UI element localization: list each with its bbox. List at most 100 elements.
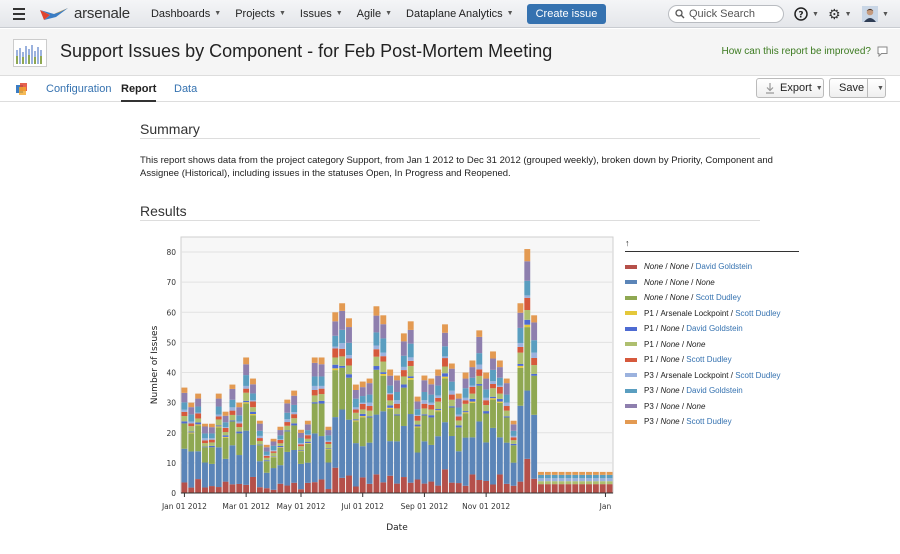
legend-separator: / xyxy=(679,324,687,334)
bar-segment xyxy=(544,474,551,479)
nav-dashboards[interactable]: Dashboards ▼ xyxy=(144,0,228,28)
legend-priority: P3 xyxy=(644,401,654,411)
bar-segment xyxy=(298,446,304,450)
bar-segment xyxy=(339,329,346,344)
bar-segment xyxy=(483,400,490,406)
bar-segment xyxy=(373,369,380,415)
menu-icon[interactable] xyxy=(0,0,38,28)
legend-item[interactable]: None / None / None xyxy=(625,275,800,291)
bar-segment xyxy=(490,484,496,493)
bar-segment xyxy=(346,318,352,328)
tab-data[interactable]: Data xyxy=(174,83,198,95)
legend-item[interactable]: P3 / None / David Goldstein xyxy=(625,383,800,399)
bar-segment xyxy=(428,402,435,405)
bar-segment xyxy=(202,438,208,441)
logo[interactable]: arsenale xyxy=(38,5,130,22)
legend-item[interactable]: None / None / David Goldstein xyxy=(625,259,800,275)
bar-segment xyxy=(483,413,490,443)
bar-segment xyxy=(215,487,222,493)
legend-assignee[interactable]: Scott Dudley xyxy=(735,370,781,380)
bar-segment xyxy=(208,447,215,464)
legend-item[interactable]: P3 / Arsenale Lockpoint / Scott Dudley xyxy=(625,368,800,384)
legend-assignee[interactable]: Scott Dudley xyxy=(686,417,732,427)
bar-segment xyxy=(387,385,394,393)
bar-segment xyxy=(352,421,359,444)
sort-up-icon[interactable]: ↑ xyxy=(625,238,630,248)
bar-segment xyxy=(359,416,366,418)
bar-segment xyxy=(325,449,332,463)
bar-segment xyxy=(263,451,270,455)
legend-assignee[interactable]: David Goldstein xyxy=(686,324,743,334)
legend-separator: / xyxy=(688,277,696,287)
bar-segment xyxy=(448,381,455,391)
bar-segment xyxy=(277,439,284,440)
legend-assignee[interactable]: Scott Dudley xyxy=(695,293,741,303)
bar-segment xyxy=(572,471,579,475)
bar-segment xyxy=(318,394,325,401)
legend-item[interactable]: P3 / None / Scott Dudley xyxy=(625,414,800,430)
export-button[interactable]: Export ▼ xyxy=(756,78,824,98)
settings-menu[interactable]: ⚙ ▼ xyxy=(828,0,852,28)
legend-item[interactable]: P1 / Arsenale Lockpoint / Scott Dudley xyxy=(625,306,800,322)
bar-segment xyxy=(380,373,387,376)
legend-separator: / xyxy=(653,401,661,411)
bar-segment xyxy=(380,324,387,339)
bar-segment xyxy=(442,358,448,367)
bar-segment xyxy=(455,427,462,452)
bar-segment xyxy=(380,352,387,357)
legend-item[interactable]: None / None / Scott Dudley xyxy=(625,290,800,306)
user-menu[interactable]: ▼ xyxy=(862,0,889,28)
bar-segment xyxy=(222,427,229,428)
bar-segment xyxy=(503,402,510,407)
bar-segment xyxy=(291,482,298,493)
legend-assignee[interactable]: Scott Dudley xyxy=(735,308,781,318)
legend-assignee[interactable]: David Goldstein xyxy=(686,386,743,396)
bar-segment xyxy=(366,483,373,493)
bar-segment xyxy=(352,420,359,422)
bar-segment xyxy=(544,484,551,493)
create-issue-button[interactable]: Create issue xyxy=(526,3,607,24)
bar-segment xyxy=(400,341,407,356)
help-menu[interactable]: ? ▼ xyxy=(794,0,819,28)
bar-segment xyxy=(188,407,195,415)
bar-segment xyxy=(510,435,517,438)
bar-segment xyxy=(318,400,325,404)
bar-segment xyxy=(462,437,469,486)
help-icon: ? xyxy=(794,7,808,21)
y-tick-label: 70 xyxy=(166,278,176,287)
bar-segment xyxy=(181,421,188,424)
legend-assignee[interactable]: David Goldstein xyxy=(695,262,753,272)
bar-segment xyxy=(243,385,250,389)
bar-segment xyxy=(414,409,421,415)
bar-segment xyxy=(394,391,400,401)
tab-report[interactable]: Report xyxy=(121,83,157,102)
bar-segment xyxy=(531,340,538,353)
bar-segment xyxy=(476,364,483,370)
chevron-down-icon[interactable]: ▼ xyxy=(877,84,884,92)
nav-dataplane-analytics[interactable]: Dataplane Analytics ▼ xyxy=(399,0,521,28)
bar-segment xyxy=(181,387,188,393)
legend-component: Arsenale Lockpoint xyxy=(660,370,729,380)
nav-issues[interactable]: Issues ▼ xyxy=(293,0,350,28)
tab-configuration[interactable]: Configuration xyxy=(46,83,112,95)
nav-projects[interactable]: Projects ▼ xyxy=(228,0,293,28)
bar-segment xyxy=(366,394,373,403)
legend-assignee[interactable]: Scott Dudley xyxy=(686,355,732,365)
bar-segment xyxy=(181,392,188,403)
search-input[interactable]: Quick Search xyxy=(668,5,784,23)
bar-segment xyxy=(332,348,339,358)
bar-segment xyxy=(421,391,428,401)
feedback-link-label: How can this report be improved? xyxy=(721,46,871,57)
legend-item[interactable]: P3 / None / None xyxy=(625,399,800,415)
legend-item[interactable]: P1 / None / None xyxy=(625,337,800,353)
legend-item[interactable]: P1 / None / Scott Dudley xyxy=(625,352,800,368)
bar-segment xyxy=(298,429,304,433)
save-button[interactable]: Save ▼ xyxy=(829,78,886,98)
bar-segment xyxy=(284,419,291,423)
search-icon xyxy=(675,9,685,19)
bar-segment xyxy=(188,487,195,493)
legend-separator: / xyxy=(653,386,661,396)
legend-item[interactable]: P1 / None / David Goldstein xyxy=(625,321,800,337)
nav-agile[interactable]: Agile ▼ xyxy=(350,0,399,28)
feedback-link[interactable]: How can this report be improved? xyxy=(721,46,888,57)
